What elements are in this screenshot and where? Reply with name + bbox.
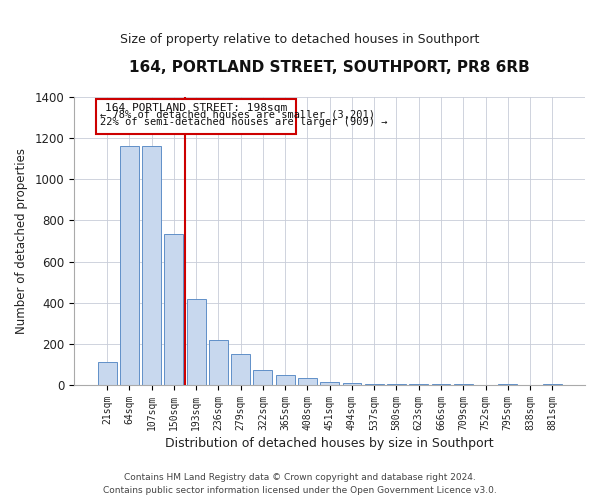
Bar: [365, 384, 383, 385]
Text: ← 78% of detached houses are smaller (3,201): ← 78% of detached houses are smaller (3,…: [100, 110, 375, 120]
X-axis label: Distribution of detached houses by size in Southport: Distribution of detached houses by size …: [166, 437, 494, 450]
Bar: [387, 384, 406, 385]
Bar: [187, 298, 206, 385]
Bar: [120, 146, 139, 385]
Bar: [431, 384, 451, 385]
Title: 164, PORTLAND STREET, SOUTHPORT, PR8 6RB: 164, PORTLAND STREET, SOUTHPORT, PR8 6RB: [130, 60, 530, 75]
Text: Contains HM Land Registry data © Crown copyright and database right 2024.
Contai: Contains HM Land Registry data © Crown c…: [103, 473, 497, 495]
Bar: [209, 340, 228, 385]
Text: 22% of semi-detached houses are larger (909) →: 22% of semi-detached houses are larger (…: [100, 116, 387, 126]
Bar: [298, 378, 317, 385]
Bar: [409, 384, 428, 385]
Bar: [499, 384, 517, 385]
Text: 164 PORTLAND STREET: 198sqm: 164 PORTLAND STREET: 198sqm: [105, 103, 287, 113]
Bar: [276, 375, 295, 385]
Bar: [164, 234, 184, 385]
FancyBboxPatch shape: [97, 99, 296, 134]
Bar: [543, 384, 562, 385]
Bar: [231, 354, 250, 385]
Bar: [343, 383, 361, 385]
Bar: [253, 370, 272, 385]
Bar: [142, 146, 161, 385]
Bar: [320, 382, 339, 385]
Y-axis label: Number of detached properties: Number of detached properties: [15, 148, 28, 334]
Text: Size of property relative to detached houses in Southport: Size of property relative to detached ho…: [121, 32, 479, 46]
Bar: [454, 384, 473, 385]
Bar: [98, 362, 116, 385]
